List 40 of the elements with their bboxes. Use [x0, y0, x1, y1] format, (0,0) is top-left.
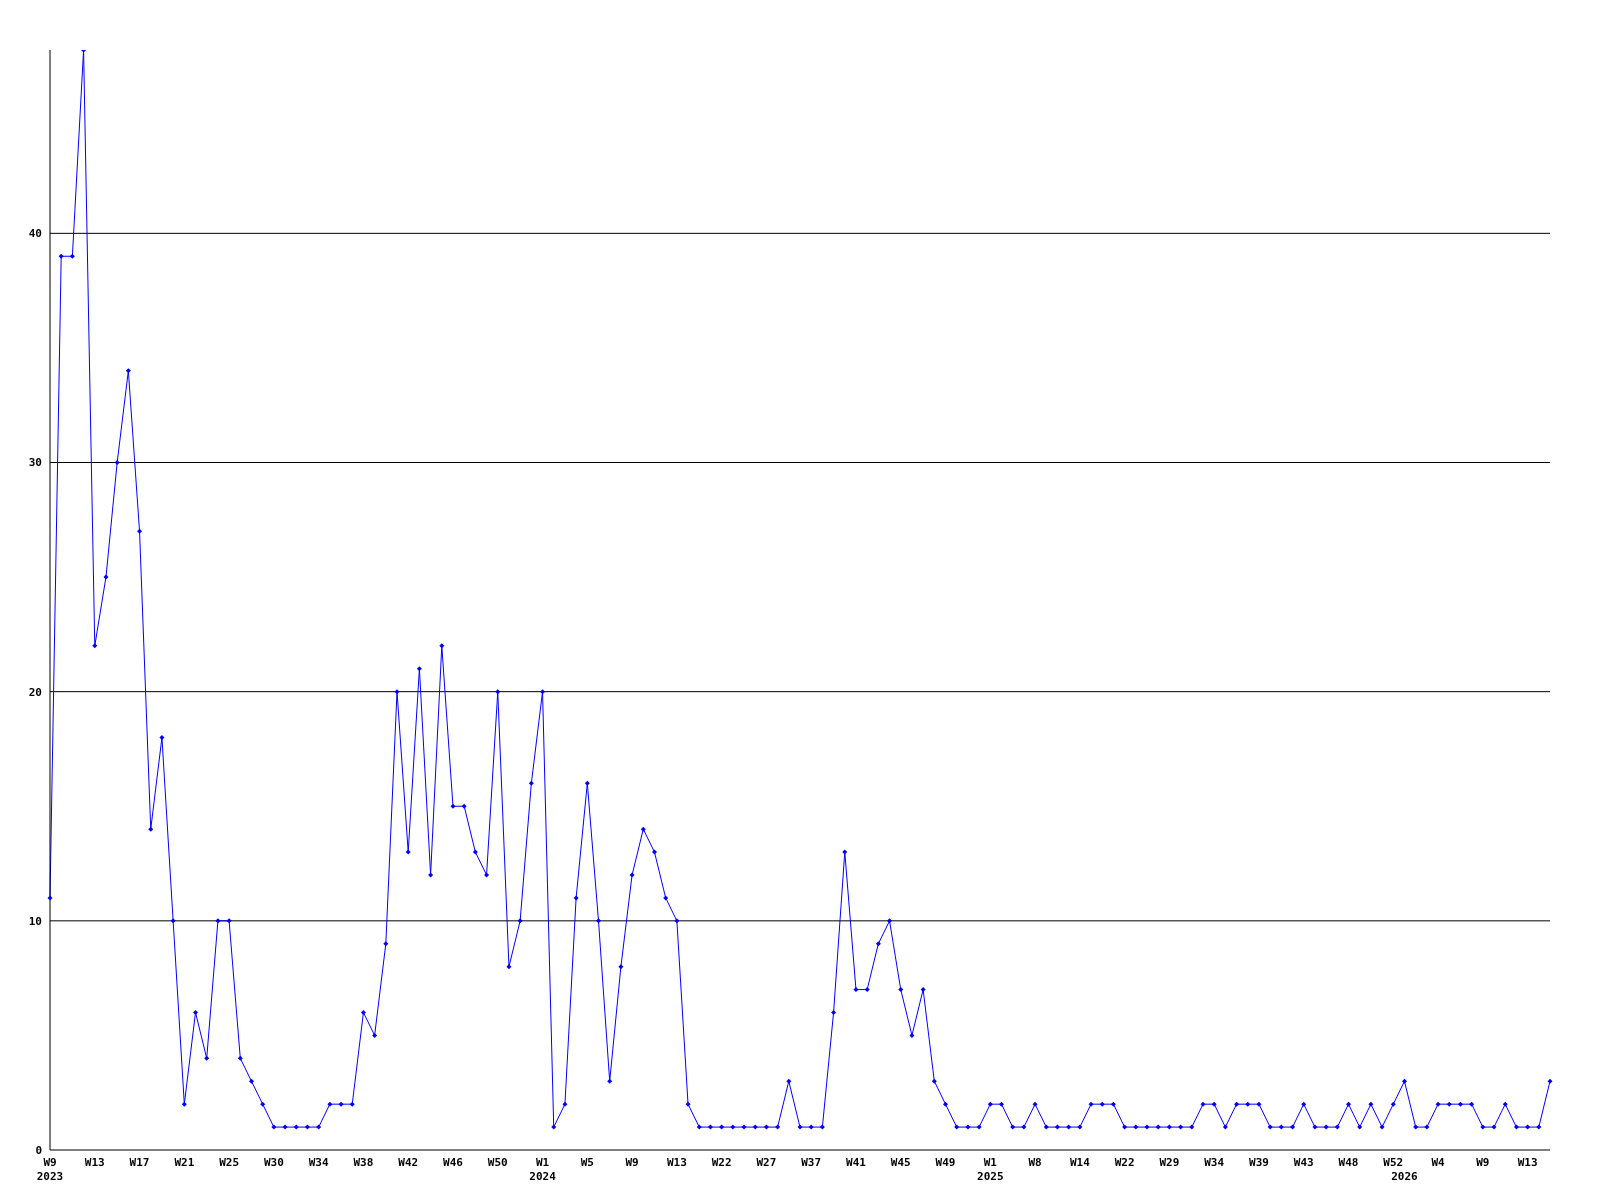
y-tick-label: 40: [28, 227, 42, 241]
y-tick-label: 20: [28, 685, 42, 699]
x-tick-label: W9 2023: [36, 1156, 64, 1183]
x-tick-label: 2026: [1391, 1170, 1419, 1183]
x-tick-label: W21: [174, 1156, 195, 1169]
x-tick-label: W37: [801, 1156, 822, 1169]
y-tick-label: 30: [28, 456, 42, 470]
x-tick-label: W1 2025: [977, 1156, 1004, 1183]
x-tick-label: W52: [1383, 1156, 1404, 1169]
x-tick-label: W39: [1249, 1156, 1269, 1169]
x-tick-label: W34: [308, 1156, 329, 1169]
x-tick-label: W48: [1338, 1156, 1359, 1169]
x-tick-label: W29: [1159, 1156, 1180, 1169]
x-tick-label: W49: [935, 1156, 956, 1169]
x-tick-label: W27: [756, 1156, 777, 1169]
x-tick-label: W41: [846, 1156, 867, 1169]
x-tick-label: W13: [666, 1156, 687, 1169]
x-tick-label: W30: [263, 1156, 284, 1169]
x-tick-label: W50: [487, 1156, 508, 1169]
x-tick-label: W9: [625, 1156, 639, 1169]
y-tick-label: 0: [35, 1143, 42, 1157]
x-tick-label: W4: [1431, 1156, 1446, 1169]
x-tick-label: W38: [353, 1156, 374, 1169]
x-tick-label: W25: [219, 1156, 240, 1169]
x-tick-label: W9: [1476, 1156, 1490, 1169]
x-tick-label: W1 2024: [529, 1156, 557, 1183]
x-tick-label: W17: [129, 1156, 150, 1169]
x-tick-label: W46: [443, 1156, 464, 1169]
x-tick-label: W42: [398, 1156, 419, 1169]
x-tick-label: W22: [711, 1156, 732, 1169]
x-tick-label: W8: [1028, 1156, 1042, 1169]
x-tick-label: W13: [1517, 1156, 1538, 1169]
x-tick-label: W14: [1069, 1156, 1091, 1169]
x-tick-label: W22: [1114, 1156, 1135, 1169]
x-tick-label: W43: [1293, 1156, 1314, 1169]
x-tick-label: W5: [580, 1156, 594, 1169]
y-tick-label: 10: [28, 914, 42, 928]
x-tick-label: W45: [890, 1156, 911, 1169]
x-tick-label: W34: [1204, 1156, 1225, 1169]
x-tick-label: W13: [84, 1156, 105, 1169]
